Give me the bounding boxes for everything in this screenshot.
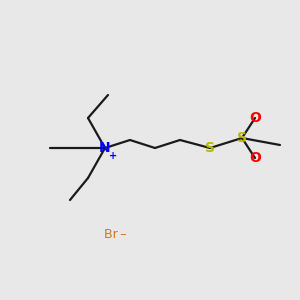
Text: N: N <box>99 141 111 155</box>
Text: O: O <box>249 151 261 165</box>
Text: O: O <box>249 111 261 125</box>
Text: S: S <box>237 131 247 145</box>
Text: +: + <box>109 151 117 161</box>
Text: S: S <box>205 141 215 155</box>
Text: Br –: Br – <box>104 229 126 242</box>
